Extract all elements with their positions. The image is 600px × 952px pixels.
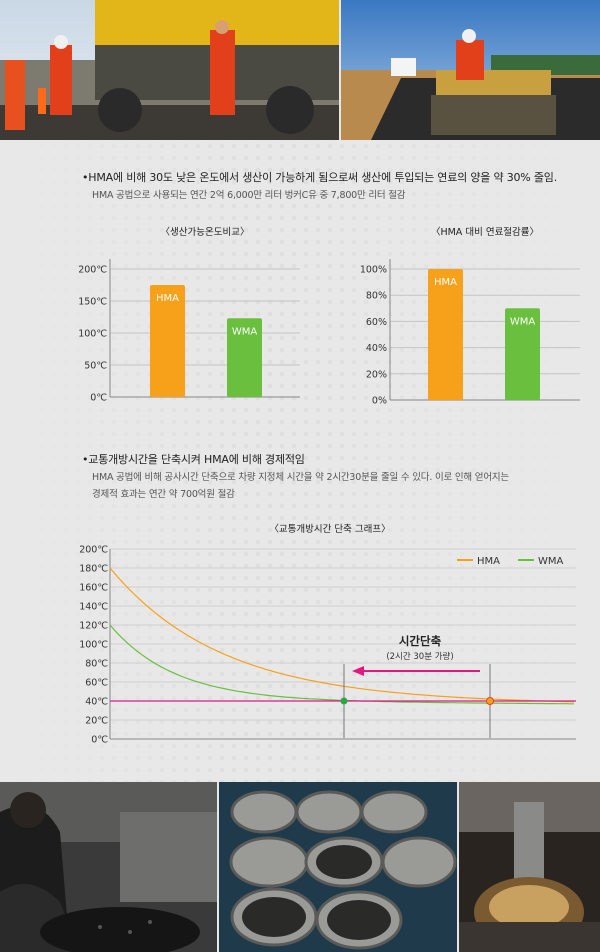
y-tick-label: 100℃ — [79, 640, 108, 651]
bar-wma — [227, 318, 262, 397]
chart1-title: 〈생산가능온도비교〉 — [160, 227, 250, 238]
y-tick-label: 20% — [366, 369, 387, 380]
bar-hma — [428, 269, 463, 400]
y-tick-label: 100% — [360, 265, 387, 276]
road-roller-photo — [341, 0, 600, 140]
section2-subtext-line1: HMA 공법에 비해 공사시간 단축으로 차량 지정체 시간을 약 2시간30분… — [92, 472, 509, 483]
y-tick-label: 40% — [366, 343, 387, 354]
y-tick-label: 20℃ — [85, 716, 108, 727]
section1-subtext: HMA 공법으로 사용되는 연간 2억 6,000만 리터 벙커C유 중 7,8… — [92, 190, 406, 201]
bar-label: HMA — [156, 293, 179, 304]
temperature-bar-chart: 0℃ 50℃ 100℃ 150℃ 200℃ HMA WMA — [78, 259, 300, 404]
legend-label-hma: HMA — [477, 556, 500, 567]
mixer-machine-photo — [459, 782, 600, 952]
section2-bullet: •교통개방시간을 단축시켜 HMA에 비해 경제적임 — [82, 453, 305, 466]
y-tick-label: 180℃ — [79, 564, 108, 575]
y-tick-label: 120℃ — [79, 621, 108, 632]
y-tick-label: 160℃ — [79, 583, 108, 594]
bar-label: WMA — [232, 326, 258, 337]
core-sample-cylinders-photo — [219, 782, 457, 952]
paving-crew-photo — [0, 0, 339, 140]
y-tick-label: 140℃ — [79, 602, 108, 613]
legend-label-wma: WMA — [538, 556, 564, 567]
series-line-hma — [109, 567, 575, 703]
y-tick-label: 80% — [366, 291, 387, 302]
bar-hma — [150, 285, 185, 397]
y-tick-label: 200℃ — [78, 265, 107, 276]
y-tick-label: 60% — [366, 317, 387, 328]
content-area: •HMA에 비해 30도 낮은 온도에서 생산이 가능하게 됨으로써 생산에 투… — [0, 140, 600, 782]
y-tick-label: 0% — [372, 396, 387, 407]
y-tick-label: 0℃ — [90, 393, 107, 404]
y-tick-label: 0℃ — [91, 735, 108, 746]
intersection-point-wma — [340, 697, 348, 705]
intersection-point-hma — [486, 697, 494, 705]
chart3-title: 〈교통개방시간 단축 그래프〉 — [269, 524, 391, 535]
annotation-subtitle: (2시간 30분 가량) — [386, 651, 453, 662]
y-tick-label: 50℃ — [84, 361, 107, 372]
y-tick-label: 100℃ — [78, 329, 107, 340]
dotted-background — [0, 140, 600, 782]
section2-subtext-line2: 경제적 효과는 연간 약 700억원 절감 — [92, 489, 235, 500]
fuel-saving-bar-chart: 0% 20% 40% 60% 80% 100% HMA WMA — [360, 259, 580, 407]
y-tick-label: 150℃ — [78, 297, 107, 308]
arrow-head — [352, 666, 364, 676]
y-tick-label: 200℃ — [79, 545, 108, 556]
asphalt-worker-photo — [0, 782, 217, 952]
y-tick-label: 40℃ — [85, 697, 108, 708]
y-tick-label: 80℃ — [85, 659, 108, 670]
opening-time-line-chart: 0℃ 20℃ 40℃ 60℃ 80℃ 100℃ 120℃ 140℃ 160℃ 180℃ 200℃ 시간… — [79, 545, 576, 746]
bar-label: WMA — [510, 316, 536, 327]
series-line-wma — [109, 624, 574, 705]
section1-bullet: •HMA에 비해 30도 낮은 온도에서 생산이 가능하게 됨으로써 생산에 투… — [82, 171, 557, 184]
bar-label: HMA — [434, 277, 457, 288]
bar-wma — [505, 308, 540, 400]
y-tick-label: 60℃ — [85, 678, 108, 689]
annotation-title: 시간단축 — [399, 634, 442, 648]
chart2-title: 〈HMA 대비 연료절감률〉 — [430, 227, 540, 238]
